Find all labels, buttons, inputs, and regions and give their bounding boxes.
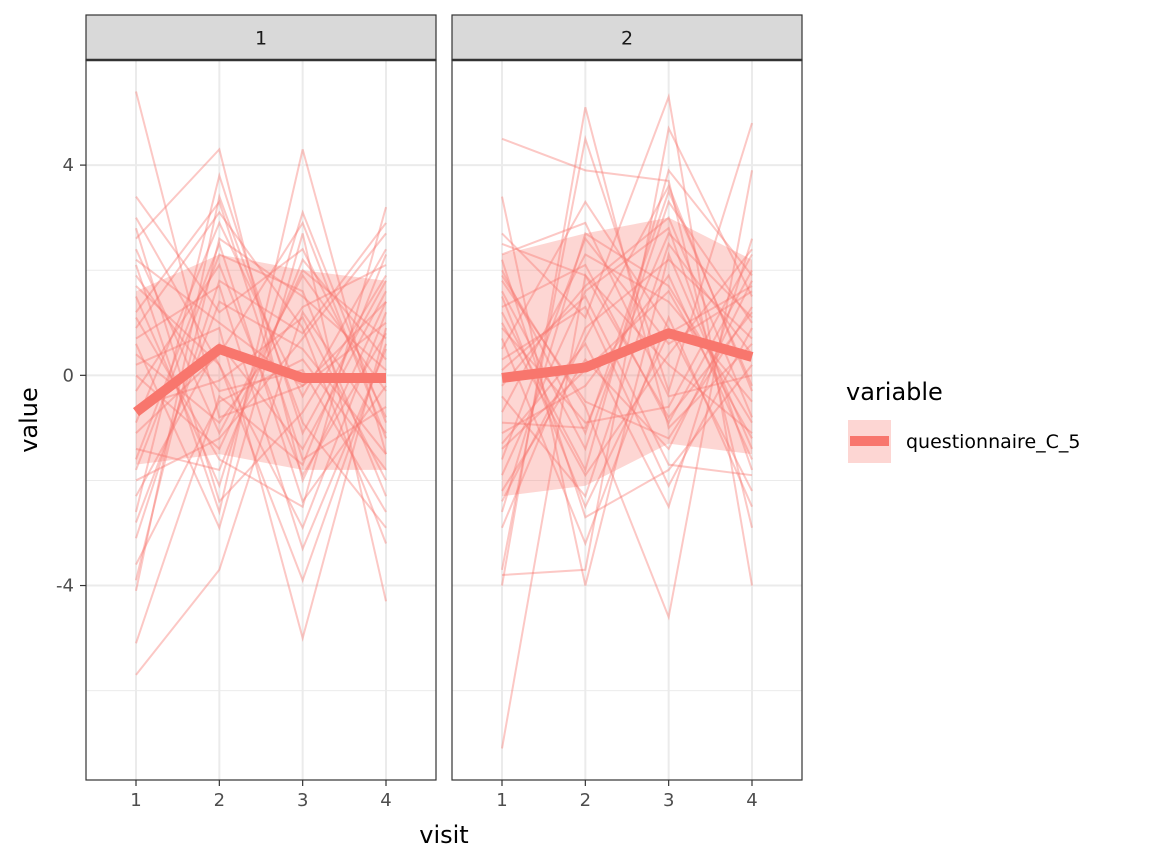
subject-line bbox=[501, 285, 753, 510]
subject-line bbox=[135, 199, 387, 461]
subject-line bbox=[501, 273, 753, 460]
subject-line bbox=[501, 280, 753, 440]
facet-strip-label: 1 bbox=[255, 28, 267, 50]
x-tick-label: 2 bbox=[580, 790, 591, 811]
x-tick-label: 1 bbox=[496, 790, 507, 811]
subject-line bbox=[135, 285, 387, 584]
subject-line bbox=[501, 259, 753, 519]
x-tick-label: 3 bbox=[663, 790, 674, 811]
subject-line bbox=[135, 300, 387, 523]
subject-line bbox=[501, 107, 753, 586]
subject-line bbox=[501, 294, 753, 477]
subject-line bbox=[501, 236, 753, 460]
subject-line bbox=[135, 233, 387, 602]
axes: 1 2 3 4 1 2 3 4 -4 0 4 bbox=[56, 155, 758, 811]
x-axis-title: visit bbox=[419, 821, 468, 849]
subject-line bbox=[501, 280, 753, 492]
subject-line bbox=[501, 221, 753, 398]
subject-line bbox=[501, 248, 753, 478]
facet-panel-2: 2 bbox=[451, 14, 803, 781]
subject-line bbox=[501, 196, 753, 586]
facet-strip bbox=[85, 14, 437, 61]
subject-line bbox=[135, 310, 387, 676]
subject-line bbox=[135, 147, 387, 484]
subject-line bbox=[135, 220, 387, 424]
facet-strip bbox=[451, 14, 803, 61]
subject-line bbox=[135, 254, 387, 644]
subject-line bbox=[501, 199, 753, 492]
subject-line bbox=[135, 248, 387, 436]
mean-line bbox=[132, 344, 386, 417]
legend: variable questionnaire_C_5 bbox=[846, 378, 1081, 463]
subject-line bbox=[135, 227, 387, 504]
subject-line bbox=[135, 253, 387, 497]
subject-line bbox=[135, 274, 387, 513]
subject-line bbox=[135, 358, 387, 565]
subject-line bbox=[135, 193, 387, 592]
facet-strip-label: 2 bbox=[621, 28, 633, 50]
facet-panel-1: 1 bbox=[85, 14, 437, 781]
subject-line bbox=[135, 171, 387, 513]
subject-line bbox=[501, 243, 753, 434]
subject-line bbox=[135, 210, 387, 544]
y-axis-title: value bbox=[15, 387, 43, 453]
subject-line bbox=[135, 232, 387, 482]
subject-line bbox=[135, 149, 387, 516]
subject-line bbox=[501, 314, 753, 547]
subject-line bbox=[501, 241, 753, 499]
y-tick-label: 0 bbox=[63, 365, 74, 386]
subject-line bbox=[501, 305, 753, 488]
subject-line bbox=[501, 258, 753, 529]
subject-line bbox=[501, 183, 753, 502]
subject-line bbox=[501, 122, 753, 570]
subject-line bbox=[135, 196, 387, 418]
x-tick-label: 3 bbox=[297, 790, 308, 811]
mean-line bbox=[501, 328, 754, 383]
subject-line bbox=[135, 222, 387, 539]
y-tick-label: -4 bbox=[56, 576, 74, 597]
x-tick-label: 4 bbox=[746, 790, 757, 811]
x-tick-label: 4 bbox=[380, 790, 391, 811]
x-tick-label: 1 bbox=[130, 790, 141, 811]
subject-line bbox=[135, 240, 387, 504]
subject-line bbox=[135, 284, 387, 552]
subject-line bbox=[135, 326, 387, 642]
legend-title: variable bbox=[846, 378, 943, 406]
subject-line bbox=[135, 262, 387, 478]
subject-line bbox=[501, 253, 753, 413]
subject-line bbox=[135, 206, 387, 509]
subject-line bbox=[501, 238, 753, 510]
subject-line bbox=[135, 290, 387, 497]
subject-line bbox=[135, 258, 387, 388]
subject-line bbox=[135, 316, 387, 481]
subject-line bbox=[501, 188, 753, 436]
subject-line bbox=[135, 209, 387, 489]
panel-background bbox=[86, 60, 436, 780]
subject-line bbox=[501, 216, 753, 418]
subject-line bbox=[501, 137, 753, 528]
legend-label: questionnaire_C_5 bbox=[906, 431, 1081, 453]
subject-line bbox=[135, 237, 387, 581]
subject-line bbox=[501, 168, 753, 473]
subject-line bbox=[501, 231, 753, 429]
y-tick-label: 4 bbox=[63, 155, 74, 176]
ribbon-band bbox=[502, 217, 752, 497]
subject-line bbox=[501, 289, 753, 450]
subject-line bbox=[135, 220, 387, 439]
x-tick-label: 2 bbox=[214, 790, 225, 811]
panel-background bbox=[452, 60, 802, 780]
subject-line bbox=[501, 170, 753, 621]
subject-line bbox=[135, 217, 387, 531]
subject-line bbox=[135, 91, 387, 419]
